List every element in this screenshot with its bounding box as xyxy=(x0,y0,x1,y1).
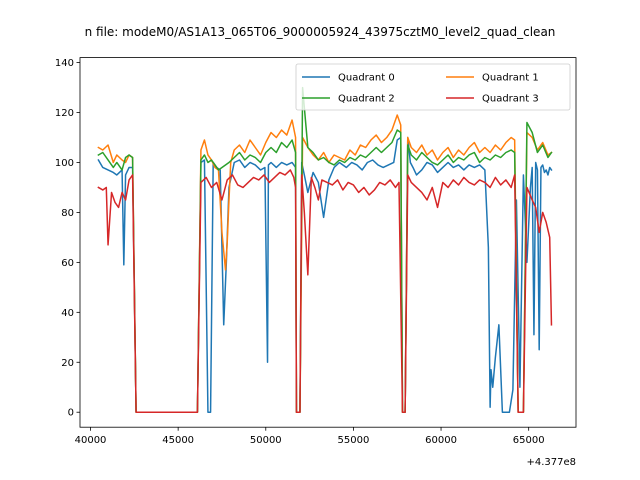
series-line-quadrant-3 xyxy=(97,169,553,413)
legend-label-quadrant-1: Quadrant 1 xyxy=(482,73,539,84)
y-tick-label: 120 xyxy=(55,108,74,119)
legend-label-quadrant-3: Quadrant 3 xyxy=(482,94,539,105)
x-tick-label: 60000 xyxy=(425,435,457,446)
x-axis-offset-label: +4.377e8 xyxy=(526,457,576,468)
legend-box xyxy=(295,63,571,111)
x-axis: 40000 45000 50000 55000 60000 65000 xyxy=(75,427,545,446)
x-tick-label: 50000 xyxy=(250,435,282,446)
plot-area xyxy=(97,86,553,413)
legend-label-quadrant-2: Quadrant 2 xyxy=(338,94,395,105)
legend: Quadrant 0 Quadrant 1 Quadrant 2 Quadrant 3 xyxy=(295,63,571,111)
x-tick-label: 45000 xyxy=(162,435,194,446)
legend-label-quadrant-0: Quadrant 0 xyxy=(338,73,395,84)
y-tick-label: 20 xyxy=(61,358,74,369)
series-line-quadrant-2 xyxy=(97,86,553,413)
series-line-quadrant-0 xyxy=(97,136,553,413)
x-tick-label: 65000 xyxy=(513,435,545,446)
y-tick-label: 80 xyxy=(61,208,74,219)
axes-frame xyxy=(79,57,577,428)
x-tick-label: 55000 xyxy=(338,435,370,446)
y-tick-label: 60 xyxy=(61,258,74,269)
y-tick-label: 100 xyxy=(55,158,74,169)
y-axis: 0 20 40 60 80 100 120 140 xyxy=(55,58,80,419)
y-tick-label: 0 xyxy=(68,408,74,419)
y-tick-label: 40 xyxy=(61,308,74,319)
chart-title: n file: modeM0/AS1A13_065T06_9000005924_… xyxy=(85,25,556,39)
y-tick-label: 140 xyxy=(55,58,74,69)
x-tick-label: 40000 xyxy=(75,435,107,446)
